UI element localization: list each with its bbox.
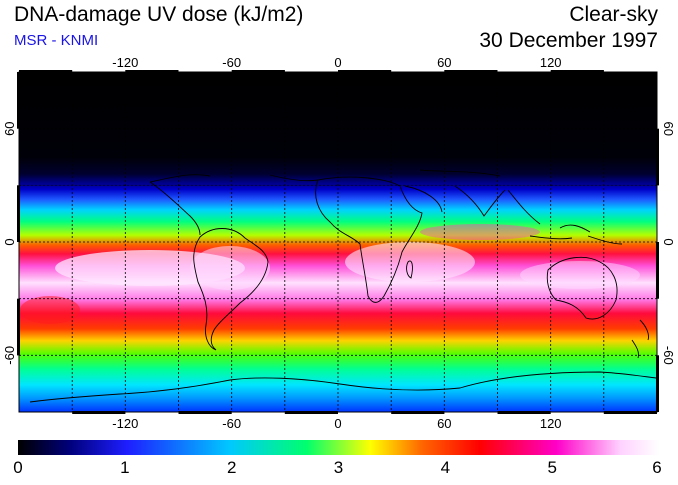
colorbar-label: 4 (440, 458, 451, 477)
lon-label-bottom: -120 (112, 416, 138, 431)
lon-label-bottom: 120 (540, 416, 562, 431)
lat-label-left: -60 (2, 346, 17, 365)
lat-label-right: 0 (661, 238, 676, 245)
lon-label-top: -60 (222, 55, 241, 70)
source-label: MSR - KNMI (14, 32, 99, 49)
lon-label-top: 60 (437, 55, 451, 70)
regional-variations (20, 224, 640, 324)
colorbar-label: 1 (120, 458, 130, 477)
colorbar-label: 3 (333, 458, 344, 477)
chart-title: DNA-damage UV dose (kJ/m2) (14, 3, 304, 26)
date-label: 30 December 1997 (479, 29, 658, 52)
colorbar-label: 0 (13, 458, 23, 477)
colorbar-label: 5 (547, 458, 557, 477)
lon-label-top: 0 (334, 55, 341, 70)
lon-label-bottom: 0 (334, 416, 341, 431)
lat-label-right: 60 (661, 121, 676, 135)
lat-label-right: -60 (661, 346, 676, 365)
longitude-labels-top: -120 -60 0 60 120 (112, 55, 561, 70)
latitude-labels-right: 60 0 -60 (661, 121, 676, 364)
latitude-labels-left: 60 0 -60 (2, 121, 17, 364)
coastlines (29, 169, 657, 403)
lon-label-top: 120 (540, 55, 562, 70)
colorbar-label: 6 (652, 458, 662, 477)
sky-condition-label: Clear-sky (569, 3, 658, 26)
colorbar-label: 2 (226, 458, 237, 477)
map-border (17, 70, 659, 414)
lon-label-top: -120 (112, 55, 138, 70)
lat-label-left: 0 (2, 238, 17, 245)
lon-label-bottom: 60 (437, 416, 451, 431)
lon-label-bottom: -60 (222, 416, 241, 431)
longitude-labels-bottom: -120 -60 0 60 120 (112, 416, 561, 431)
lat-label-left: 60 (2, 121, 17, 135)
colorbar (18, 440, 659, 455)
graticule (19, 72, 657, 412)
